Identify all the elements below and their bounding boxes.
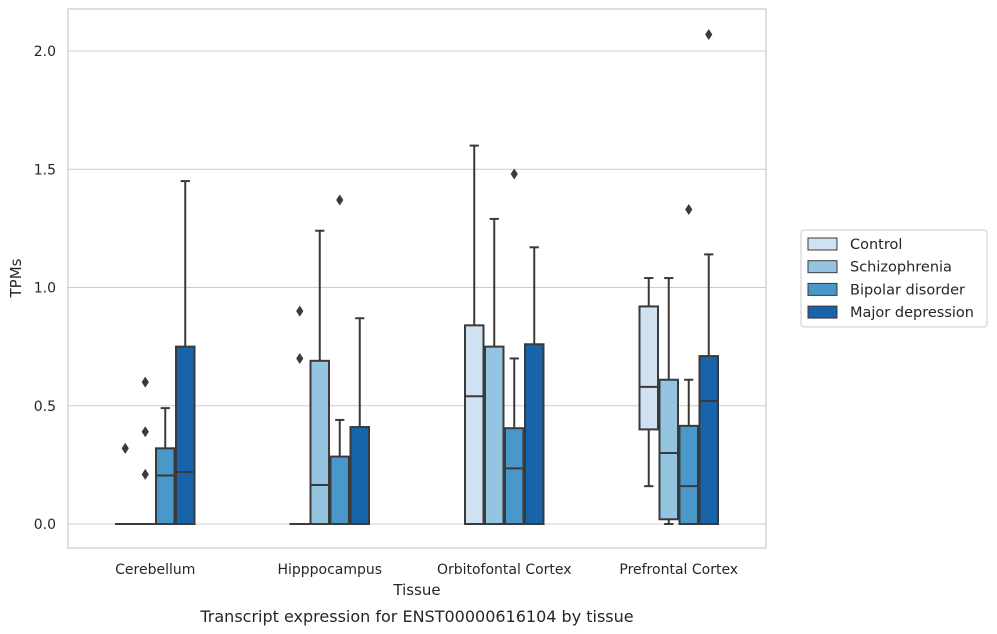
- box-body: [504, 427, 525, 525]
- outlier-point: [510, 168, 518, 180]
- box: [698, 28, 719, 525]
- legend-label: Schizophrenia: [850, 260, 952, 276]
- x-axis-ticks: Cerebellum Hipppocampus Orbitofontal Corte…: [115, 562, 738, 578]
- legend-swatch: [807, 237, 838, 251]
- x-tick-label: Orbitofontal Cortex: [437, 562, 572, 578]
- legend-label: Major depression: [850, 305, 974, 321]
- x-tick-label: Prefrontal Cortex: [619, 562, 738, 578]
- box-body: [309, 359, 330, 525]
- series-schizophrenia: [135, 217, 679, 526]
- legend-item: Schizophrenia: [807, 260, 952, 276]
- legend: Control Schizophrenia Bipolar disorder Majo…: [800, 229, 988, 328]
- box-body: [155, 447, 176, 526]
- box: [155, 407, 176, 526]
- y-tick-label: 1.0: [34, 281, 56, 297]
- box: [658, 277, 679, 525]
- legend-swatch: [807, 305, 838, 319]
- box: [678, 203, 699, 526]
- outlier-point: [296, 352, 304, 364]
- box: [349, 317, 370, 525]
- box-body: [329, 455, 350, 525]
- series-control: [115, 144, 659, 526]
- box: [484, 217, 505, 525]
- y-tick-label: 0.5: [34, 399, 56, 415]
- legend-frame: [800, 229, 988, 328]
- x-tick-label: Cerebellum: [115, 562, 195, 578]
- box: [504, 168, 525, 525]
- y-tick-label: 2.0: [34, 44, 56, 60]
- outlier-point: [296, 305, 304, 317]
- outlier-point: [121, 442, 129, 454]
- y-tick-label: 1.5: [34, 162, 56, 178]
- outlier-point: [685, 203, 693, 215]
- legend-label: Control: [850, 237, 902, 253]
- outlier-point: [705, 28, 713, 40]
- x-tick-label: Hipppocampus: [277, 562, 382, 578]
- box: [135, 376, 156, 526]
- box-body: [484, 345, 505, 525]
- outlier-point: [141, 468, 149, 480]
- box-body: [698, 355, 719, 525]
- series-bipolar-disorder: [155, 168, 699, 526]
- x-axis-label: Tissue: [392, 581, 440, 599]
- legend-item: Control: [807, 237, 902, 253]
- box: [175, 180, 196, 525]
- series-major-depression: [175, 28, 719, 526]
- plot-frame: [67, 8, 767, 549]
- box: [289, 305, 310, 526]
- y-tick-label: 0.0: [34, 517, 56, 533]
- box: [638, 277, 659, 488]
- outlier-point: [336, 194, 344, 206]
- legend-item: Bipolar disorder: [807, 282, 965, 298]
- legend-item: Major depression: [807, 305, 974, 321]
- box-body: [638, 305, 659, 431]
- y-axis-label: TPMs: [7, 258, 25, 298]
- box: [115, 442, 136, 526]
- outlier-point: [141, 426, 149, 438]
- box-body: [524, 343, 545, 526]
- box: [329, 194, 350, 525]
- outlier-point: [141, 376, 149, 388]
- box-body: [678, 424, 699, 526]
- box-plot-series: [115, 28, 719, 526]
- box: [524, 246, 545, 526]
- box-body: [349, 426, 370, 525]
- box-body: [175, 345, 196, 525]
- box-body: [658, 378, 679, 521]
- box: [309, 229, 330, 525]
- box: [464, 144, 485, 525]
- legend-swatch: [807, 260, 838, 274]
- legend-swatch: [807, 282, 838, 296]
- chart-caption: Transcript expression for ENST0000061610…: [199, 607, 633, 626]
- y-axis-ticks: 0.0 0.5 1.0 1.5 2.0: [34, 44, 56, 533]
- box-body: [464, 324, 485, 525]
- legend-label: Bipolar disorder: [850, 282, 965, 298]
